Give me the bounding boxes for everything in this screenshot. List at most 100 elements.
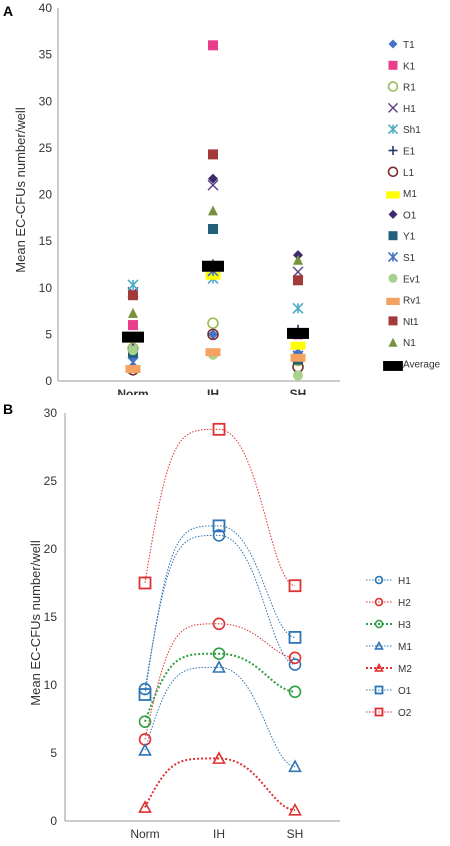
data-point-k1	[128, 320, 138, 331]
legend-marker-t1	[388, 39, 398, 49]
data-point-k1	[208, 40, 218, 51]
x-tick-label-a: IH	[207, 387, 219, 395]
legend-marker-h1	[374, 575, 384, 585]
legend-label-n1: N1	[403, 338, 416, 349]
series-line-m2	[144, 757, 296, 812]
legend-marker-o1	[388, 209, 398, 219]
data-point-r1	[207, 317, 219, 329]
y-axis-label-b: Mean EC-CFUs number/well	[28, 540, 43, 706]
data-point-h3	[288, 685, 302, 699]
legend-label-h2: H2	[398, 598, 411, 609]
data-point-rv1	[290, 353, 306, 362]
legend-marker-r1	[387, 81, 399, 92]
legend-marker-h3	[374, 619, 384, 629]
legend-label-o1: O1	[403, 210, 417, 221]
data-point-h2	[288, 651, 302, 665]
data-point-o1	[212, 519, 226, 533]
data-point-m1	[288, 759, 302, 773]
legend-label-nt1: Nt1	[403, 317, 419, 328]
x-tick-label-b: SH	[287, 827, 304, 841]
legend-marker-average	[383, 361, 403, 371]
y-tick-label-a: 30	[39, 94, 53, 108]
data-point-average	[202, 260, 224, 272]
legend-marker-k1	[388, 60, 398, 70]
data-point-l1	[207, 328, 219, 341]
legend-label-h1: H1	[403, 104, 416, 115]
y-tick-label-a: 15	[39, 234, 53, 248]
data-point-nt1	[208, 149, 218, 160]
data-point-h3	[138, 715, 152, 729]
legend-label-average: Average	[403, 360, 441, 371]
legend-label-o1: O1	[398, 686, 412, 697]
y-tick-label-b: 0	[50, 814, 57, 828]
data-point-o1	[208, 173, 218, 184]
marks-a	[122, 40, 309, 381]
legend-label-t1: T1	[403, 40, 415, 51]
data-point-m1	[212, 660, 226, 673]
legend-item-h2: H2	[366, 597, 411, 609]
legend-label-s1: S1	[403, 253, 416, 264]
legend-marker-nt1	[388, 316, 398, 326]
data-point-m2	[138, 800, 152, 813]
legend-marker-sh1	[387, 124, 399, 135]
chart-a: A Mean EC-CFUs number/well 0 5 10 15 20 25 30 3…	[3, 1, 441, 395]
legend-label-m1: M1	[403, 189, 417, 200]
data-point-h1	[212, 529, 226, 542]
panel-letter-a: A	[3, 3, 13, 19]
legend-label-e1: E1	[403, 147, 416, 158]
data-point-h1	[288, 658, 302, 671]
legend-marker-l1	[387, 166, 399, 178]
data-point-h3	[212, 647, 226, 661]
data-point-h1	[207, 179, 219, 191]
marks-b	[138, 422, 302, 816]
y-tick-label-a: 20	[39, 188, 53, 202]
data-point-nt1	[293, 275, 303, 286]
data-point-h2	[212, 617, 226, 631]
legend-label-h3: H3	[398, 620, 411, 631]
data-point-o1	[288, 630, 302, 644]
y-tick-label-b: 5	[50, 746, 57, 760]
data-point-n1	[128, 307, 138, 318]
data-point-ev1	[293, 370, 303, 381]
legend-marker-h1	[388, 102, 398, 113]
data-point-average	[122, 331, 144, 343]
legend-marker-rv1	[386, 297, 400, 305]
data-point-h1	[292, 266, 304, 278]
legend-label-m1: M1	[398, 642, 412, 653]
legend-marker-y1	[388, 231, 398, 241]
series-line-o2	[144, 428, 296, 587]
legend-marker-o1	[374, 685, 384, 695]
legend-marker-o2	[374, 707, 384, 717]
y-tick-label-b: 20	[44, 542, 58, 556]
y-tick-label-b: 25	[44, 474, 58, 488]
data-point-o2	[212, 422, 226, 436]
series-line-o1	[144, 525, 296, 695]
chart-b: B Mean EC-CFUs number/well 0 5 10 15 20 25 30 N…	[3, 401, 412, 841]
legend-b: H1 H2 H3 M1 M2 O1 O2	[366, 575, 412, 719]
data-point-t1	[208, 329, 218, 340]
series-line-m1	[144, 666, 296, 768]
legend-item-o1: O1	[366, 685, 412, 697]
x-tick-label-a: SH	[290, 387, 307, 395]
legend-label-k1: K1	[403, 61, 416, 72]
data-point-average	[287, 327, 309, 339]
legend-a: T1 K1 R1 H1 Sh1 E1 L1 M1 O1 Y1 S1 Ev1 Rv1 Nt1 N1 Averag…	[383, 39, 441, 371]
legend-label-r1: R1	[403, 83, 416, 94]
data-point-nt1	[128, 290, 138, 301]
data-point-rv1	[125, 365, 141, 374]
data-point-m2	[288, 802, 302, 816]
legend-marker-n1	[388, 337, 398, 347]
y-tick-label-a: 40	[39, 1, 53, 15]
legend-marker-s1	[387, 251, 399, 263]
panel-letter-b: B	[3, 401, 13, 417]
lines-b	[144, 428, 296, 812]
data-point-m1	[290, 341, 306, 350]
legend-marker-ev1	[388, 273, 398, 283]
legend-marker-m2	[374, 662, 384, 672]
data-point-n1	[293, 254, 303, 265]
legend-item-m1: M1	[366, 640, 412, 653]
data-point-m1	[138, 743, 152, 756]
series-line-h3	[144, 652, 296, 723]
y-tick-label-a: 5	[45, 327, 52, 341]
